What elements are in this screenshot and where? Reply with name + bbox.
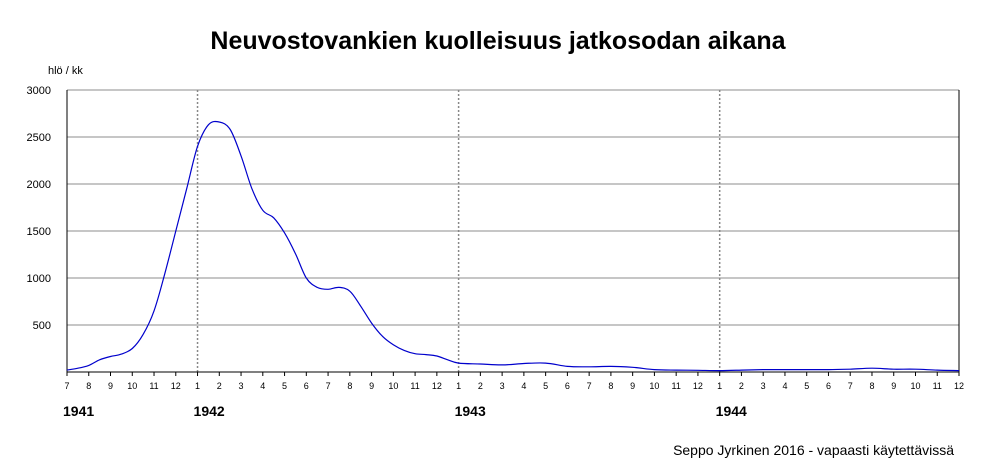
x-tick-labels: 7 8 9 10 11 12 1 2 3 4 5 6 7 8 9 10 11 12 1 2 3 4 5 6 7 8 9 10 11 12 1… <box>64 381 964 391</box>
x-tick-label: 7 <box>587 381 592 391</box>
x-tick-label: 5 <box>804 381 809 391</box>
y-tick-label-1000: 1000 <box>27 273 51 285</box>
x-tick-label: 3 <box>500 381 505 391</box>
x-tick-label: 10 <box>388 381 398 391</box>
x-tick-label: 12 <box>171 381 181 391</box>
x-tick-label: 8 <box>347 381 352 391</box>
x-tick-label: 11 <box>671 381 680 391</box>
y-tick-labels: 500 1000 1500 2000 2500 3000 <box>27 85 51 332</box>
y-tick-label-3000: 3000 <box>27 85 51 97</box>
x-tick-label: 6 <box>565 381 570 391</box>
series-group <box>66 120 960 372</box>
x-tick-label: 8 <box>608 381 613 391</box>
x-tick-label: 1 <box>717 381 722 391</box>
chart-title: Neuvostovankien kuolleisuus jatkosodan a… <box>210 27 786 55</box>
x-tick-label: 4 <box>260 381 265 391</box>
x-tick-label: 10 <box>127 381 137 391</box>
year-label-1941: 1941 <box>63 403 94 419</box>
x-tick-label: 9 <box>369 381 374 391</box>
x-tick-label: 10 <box>649 381 659 391</box>
x-tick-label: 2 <box>217 381 222 391</box>
x-tick-label: 6 <box>826 381 831 391</box>
x-tick-label: 6 <box>304 381 309 391</box>
x-tick-label: 1 <box>195 381 200 391</box>
y-tick-label-2000: 2000 <box>27 179 51 191</box>
x-tick-label: 4 <box>521 381 526 391</box>
x-tick-label: 9 <box>630 381 635 391</box>
year-dividers <box>196 90 721 372</box>
axes <box>66 90 960 376</box>
x-tick-label: 11 <box>410 381 419 391</box>
year-label-1944: 1944 <box>716 403 747 419</box>
x-tick-label: 10 <box>910 381 920 391</box>
x-tick-label: 8 <box>869 381 874 391</box>
series-line-0 <box>66 120 960 372</box>
y-axis-label: hlö / kk <box>48 65 83 77</box>
year-labels: 1941 1942 1943 1944 <box>63 403 747 419</box>
x-tick-label: 7 <box>326 381 331 391</box>
x-tick-label: 2 <box>478 381 483 391</box>
x-tick-label: 8 <box>86 381 91 391</box>
x-tick-label: 11 <box>149 381 158 391</box>
x-tick-label: 3 <box>239 381 244 391</box>
y-tick-label-1500: 1500 <box>27 226 51 238</box>
x-tick-label: 5 <box>282 381 287 391</box>
x-tick-label: 1 <box>456 381 461 391</box>
year-label-1943: 1943 <box>455 403 486 419</box>
y-tick-label-2500: 2500 <box>27 132 51 144</box>
year-label-1942: 1942 <box>194 403 225 419</box>
x-tick-label: 12 <box>432 381 442 391</box>
x-tick-label: 7 <box>848 381 853 391</box>
y-tick-label-500: 500 <box>33 320 51 332</box>
x-tick-label: 12 <box>693 381 703 391</box>
x-tick-label: 11 <box>933 381 942 391</box>
x-tick-label: 12 <box>954 381 964 391</box>
x-tick-label: 2 <box>739 381 744 391</box>
x-tick-label: 9 <box>108 381 113 391</box>
x-tick-label: 7 <box>64 381 69 391</box>
x-tick-label: 3 <box>761 381 766 391</box>
x-tick-label: 5 <box>543 381 548 391</box>
x-tick-label: 9 <box>891 381 896 391</box>
grid <box>67 89 959 326</box>
credit-text: Seppo Jyrkinen 2016 - vapaasti käytettäv… <box>673 442 954 458</box>
x-tick-label: 4 <box>782 381 787 391</box>
